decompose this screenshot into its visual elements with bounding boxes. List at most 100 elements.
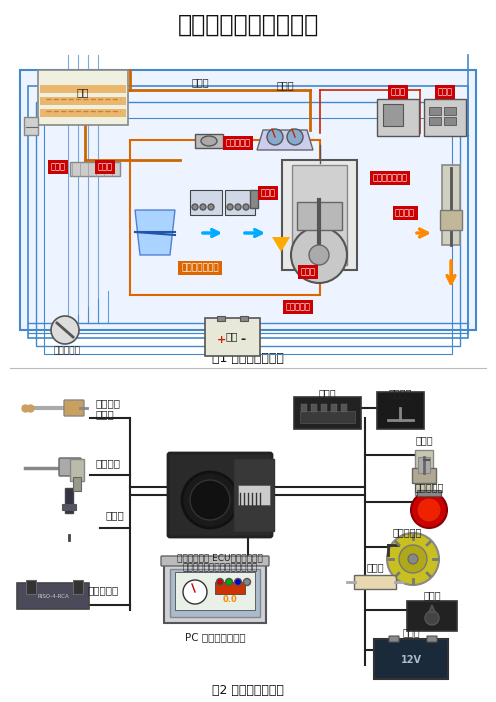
FancyBboxPatch shape xyxy=(424,99,466,136)
Circle shape xyxy=(267,129,283,145)
FancyBboxPatch shape xyxy=(38,70,128,125)
Circle shape xyxy=(235,204,241,210)
Text: 12V: 12V xyxy=(400,655,422,665)
Text: +: + xyxy=(216,335,226,345)
FancyBboxPatch shape xyxy=(297,202,342,230)
Text: 故障灯: 故障灯 xyxy=(276,80,294,90)
Text: 电门锁: 电门锁 xyxy=(423,590,441,600)
Circle shape xyxy=(183,580,207,604)
FancyBboxPatch shape xyxy=(415,450,433,495)
FancyBboxPatch shape xyxy=(40,97,126,105)
FancyBboxPatch shape xyxy=(240,316,248,321)
FancyBboxPatch shape xyxy=(73,477,81,491)
Text: 缸头温度
传感器: 缸头温度 传感器 xyxy=(95,398,120,420)
FancyBboxPatch shape xyxy=(377,392,424,429)
FancyBboxPatch shape xyxy=(26,580,36,594)
FancyBboxPatch shape xyxy=(65,488,73,513)
FancyBboxPatch shape xyxy=(301,404,307,412)
FancyBboxPatch shape xyxy=(374,639,448,679)
FancyBboxPatch shape xyxy=(444,117,456,125)
FancyBboxPatch shape xyxy=(427,636,437,642)
FancyBboxPatch shape xyxy=(354,575,396,589)
Text: 滤清器: 滤清器 xyxy=(98,162,113,171)
FancyBboxPatch shape xyxy=(205,318,260,356)
FancyBboxPatch shape xyxy=(20,70,476,330)
FancyBboxPatch shape xyxy=(282,160,357,270)
FancyBboxPatch shape xyxy=(418,457,430,473)
Text: 缸头温度传感器: 缸头温度传感器 xyxy=(372,173,408,183)
Circle shape xyxy=(51,316,79,344)
Circle shape xyxy=(190,480,230,520)
FancyBboxPatch shape xyxy=(341,404,347,412)
FancyBboxPatch shape xyxy=(250,190,258,208)
Circle shape xyxy=(227,204,233,210)
Text: 氧传感器: 氧传感器 xyxy=(95,458,120,468)
FancyBboxPatch shape xyxy=(238,485,270,505)
FancyBboxPatch shape xyxy=(40,109,126,117)
Text: 高压包: 高压包 xyxy=(390,88,406,96)
FancyBboxPatch shape xyxy=(164,561,266,623)
FancyBboxPatch shape xyxy=(429,107,441,115)
Text: 节气门体（含 ECU，内置节气门
位置传感器、进气温度传感器）: 节气门体（含 ECU，内置节气门 位置传感器、进气温度传感器） xyxy=(177,553,263,572)
Circle shape xyxy=(411,492,447,528)
Text: 角标传感器: 角标传感器 xyxy=(286,303,310,312)
Text: 电磁燃油泵: 电磁燃油泵 xyxy=(88,585,119,595)
Circle shape xyxy=(226,578,233,585)
FancyBboxPatch shape xyxy=(429,117,441,125)
Text: -: - xyxy=(241,333,246,347)
Text: 火花塞: 火花塞 xyxy=(415,435,433,445)
FancyBboxPatch shape xyxy=(311,404,317,412)
Circle shape xyxy=(399,545,427,573)
FancyBboxPatch shape xyxy=(73,580,83,594)
Polygon shape xyxy=(135,210,175,255)
FancyBboxPatch shape xyxy=(190,190,222,215)
Text: 电池: 电池 xyxy=(226,331,238,341)
FancyBboxPatch shape xyxy=(217,316,225,321)
Text: 喷油器: 喷油器 xyxy=(105,510,124,520)
FancyBboxPatch shape xyxy=(225,190,255,215)
Text: 喷油器: 喷油器 xyxy=(260,189,275,197)
FancyBboxPatch shape xyxy=(70,459,84,481)
FancyBboxPatch shape xyxy=(17,583,89,609)
FancyBboxPatch shape xyxy=(417,490,441,496)
FancyBboxPatch shape xyxy=(442,165,460,245)
Circle shape xyxy=(182,472,238,528)
Circle shape xyxy=(408,554,418,564)
Text: 负压泵: 负压泵 xyxy=(51,162,65,171)
Text: RISO-4-RCA: RISO-4-RCA xyxy=(37,593,69,599)
FancyBboxPatch shape xyxy=(300,411,355,423)
Polygon shape xyxy=(257,130,313,150)
Circle shape xyxy=(192,204,198,210)
FancyBboxPatch shape xyxy=(64,400,84,416)
FancyBboxPatch shape xyxy=(389,636,399,642)
Text: 0.0: 0.0 xyxy=(223,595,238,604)
FancyBboxPatch shape xyxy=(440,210,462,230)
Circle shape xyxy=(287,129,303,145)
FancyBboxPatch shape xyxy=(59,458,81,476)
FancyBboxPatch shape xyxy=(62,504,76,510)
FancyBboxPatch shape xyxy=(444,107,456,115)
Text: 角标传感器: 角标传感器 xyxy=(393,527,423,537)
Circle shape xyxy=(387,533,439,585)
Circle shape xyxy=(417,498,441,522)
FancyBboxPatch shape xyxy=(215,582,245,594)
Polygon shape xyxy=(272,237,290,252)
Text: 仪表故障灯: 仪表故障灯 xyxy=(414,482,444,492)
Text: 图1 电喷系统原理图: 图1 电喷系统原理图 xyxy=(212,352,284,364)
FancyBboxPatch shape xyxy=(234,459,274,531)
Text: 高压线圈: 高压线圈 xyxy=(388,388,412,398)
Text: 图2 电喷系统配置图: 图2 电喷系统配置图 xyxy=(212,684,284,696)
Text: 电喷系统故障排除手册: 电喷系统故障排除手册 xyxy=(178,13,318,37)
Text: 点火器: 点火器 xyxy=(318,388,336,398)
Circle shape xyxy=(243,204,249,210)
FancyBboxPatch shape xyxy=(292,165,347,265)
Circle shape xyxy=(244,578,250,585)
Text: 蓄电池: 蓄电池 xyxy=(402,627,420,637)
Text: 回油管: 回油管 xyxy=(191,77,209,87)
FancyBboxPatch shape xyxy=(407,601,457,631)
Text: PC 机（故障诊断）: PC 机（故障诊断） xyxy=(185,632,246,642)
FancyBboxPatch shape xyxy=(294,397,361,429)
FancyBboxPatch shape xyxy=(170,569,260,617)
FancyBboxPatch shape xyxy=(175,572,255,610)
FancyBboxPatch shape xyxy=(412,468,436,483)
